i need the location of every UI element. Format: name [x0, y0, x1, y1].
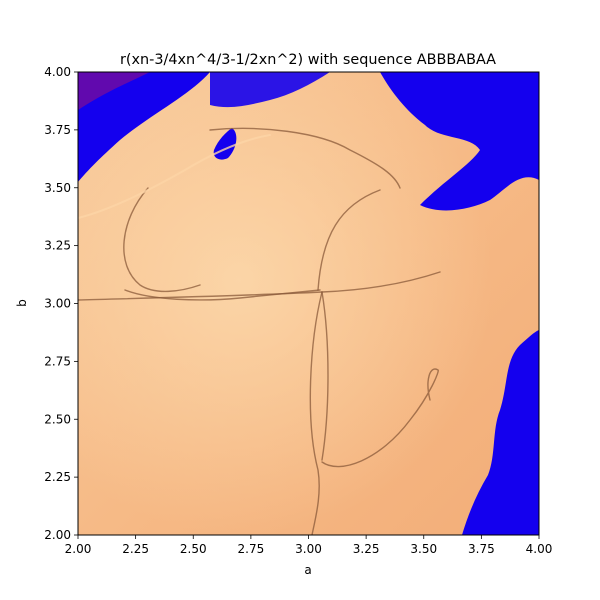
- x-tick-label: 2.25: [122, 542, 149, 556]
- y-axis: 2.00 2.25 2.50 2.75 3.00 3.25 3.50 3.75 4.00: [44, 65, 78, 542]
- y-axis-label: b: [15, 299, 29, 307]
- x-tick-label: 2.00: [65, 542, 92, 556]
- x-axis: 2.00 2.25 2.50 2.75 3.00 3.25 3.50 3.75 4.00: [65, 535, 553, 556]
- x-tick-label: 3.50: [410, 542, 437, 556]
- x-tick-label: 2.75: [238, 542, 265, 556]
- y-tick-label: 3.75: [44, 123, 71, 137]
- chaotic-region-top-left: [78, 72, 210, 182]
- x-tick-label: 3.25: [353, 542, 380, 556]
- chaotic-region-right-edge: [462, 330, 539, 535]
- y-tick-label: 2.25: [44, 470, 71, 484]
- plot-area: [78, 72, 539, 535]
- chaotic-region-top-right: [380, 72, 539, 211]
- x-tick-label: 4.00: [526, 542, 553, 556]
- curve-lower-loop: [124, 289, 321, 301]
- y-tick-label: 3.50: [44, 181, 71, 195]
- x-tick-label: 3.75: [468, 542, 495, 556]
- y-tick-label: 2.00: [44, 528, 71, 542]
- y-tick-label: 2.50: [44, 412, 71, 426]
- chart-title: r(xn-3/4xn^4/3-1/2xn^2) with sequence AB…: [120, 52, 496, 68]
- y-tick-label: 3.25: [44, 239, 71, 253]
- y-tick-label: 3.00: [44, 297, 71, 311]
- y-tick-label: 2.75: [44, 354, 71, 368]
- curve-upper-top: [209, 127, 401, 189]
- heatmap-highlight: [78, 72, 539, 535]
- curve-right-bump: [321, 368, 439, 468]
- curve-left-arc: [123, 187, 201, 293]
- curve-vertical-right: [321, 291, 329, 461]
- curve-vertical-left: [309, 291, 323, 535]
- curve-horizontal: [78, 271, 441, 301]
- superstable-curves: [78, 127, 441, 535]
- curve-center-upper: [317, 189, 381, 291]
- chaotic-region-top-mid: [210, 72, 330, 108]
- x-tick-label: 2.50: [180, 542, 207, 556]
- curve-left-upper: [78, 134, 271, 219]
- y-tick-label: 4.00: [44, 65, 71, 79]
- chaotic-region-top-left-accent: [78, 72, 150, 110]
- x-tick-label: 3.00: [295, 542, 322, 556]
- x-axis-label: a: [304, 563, 311, 577]
